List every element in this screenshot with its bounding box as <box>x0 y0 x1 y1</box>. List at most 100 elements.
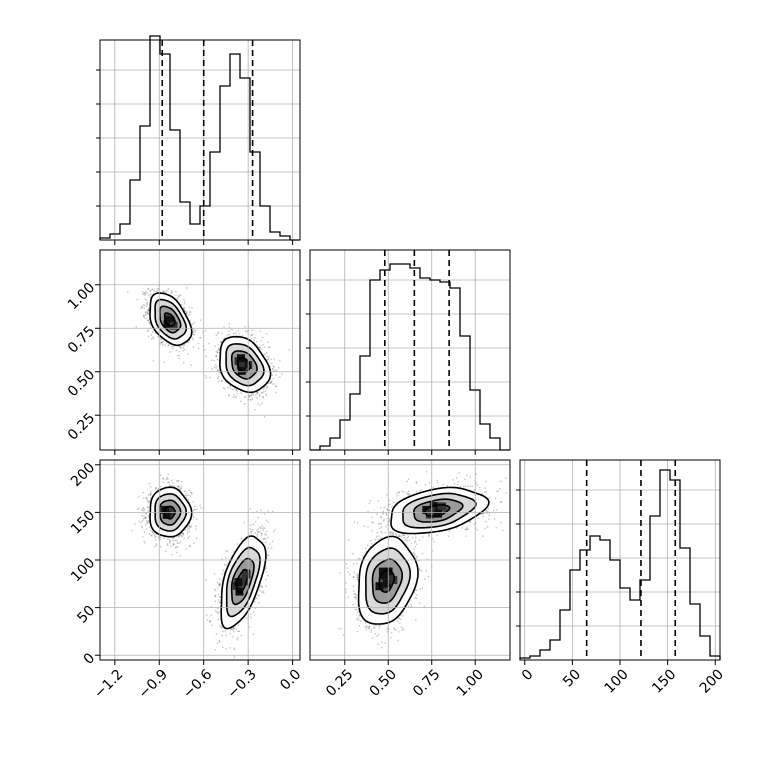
hist-z-xtick-label: 100 <box>602 666 632 696</box>
xy-scatter-point <box>204 349 206 351</box>
xy-scatter-point <box>191 323 194 325</box>
xy-contour-line <box>225 343 265 387</box>
xy-scatter-point <box>160 337 162 340</box>
xy-scatter-point <box>233 394 235 396</box>
xz-scatter-point <box>173 536 175 539</box>
xy-scatter-point <box>167 344 170 346</box>
xz-scatter-point <box>148 514 150 517</box>
xz-scatter-point <box>219 596 221 598</box>
xy-scatter-point <box>153 290 155 292</box>
xz-scatter-point <box>180 487 183 489</box>
xy-scatter-point <box>175 294 177 297</box>
xz-scatter-point <box>147 494 150 496</box>
xy-scatter-point <box>265 333 268 335</box>
xy-scatter-point <box>205 330 207 332</box>
xy-scatter-point <box>256 396 258 399</box>
xy-density-cell <box>236 361 245 370</box>
xz-scatter-point <box>143 508 146 511</box>
xy-scatter-point <box>156 287 159 290</box>
xy-scatter-point <box>216 358 219 361</box>
xz-scatter-point <box>165 550 167 553</box>
xy-scatter-point <box>147 309 150 311</box>
xy-scatter-point <box>235 332 237 334</box>
xy-scatter-point <box>150 338 153 340</box>
xy-scatter-point <box>144 314 147 316</box>
xy-scatter-point <box>279 376 281 378</box>
xz-scatter-point <box>219 601 222 604</box>
xy-scatter-point <box>194 331 196 333</box>
xz-scatter-point <box>229 632 232 635</box>
xy-contour-line <box>219 335 272 394</box>
xz-scatter-point <box>159 535 161 537</box>
xy-scatter-point <box>147 313 150 316</box>
xy-scatter-point <box>274 391 277 394</box>
xy-scatter-point <box>147 308 150 311</box>
xz-scatter-point <box>187 494 190 496</box>
xz-scatter-point <box>131 529 133 532</box>
xy-frame <box>99 249 301 451</box>
xy-scatter-point <box>250 394 253 396</box>
xy-scatter-point <box>263 416 266 418</box>
xy-scatter-point <box>193 321 195 324</box>
xz-scatter-point <box>236 543 239 545</box>
xy-scatter-point <box>200 336 202 339</box>
xy-scatter-point <box>142 315 145 317</box>
xy-scatter-point <box>267 358 269 361</box>
xy-scatter-point <box>182 346 185 349</box>
xy-scatter-point <box>152 331 154 333</box>
xy-scatter-point <box>145 290 147 293</box>
xy-scatter-point <box>266 387 268 389</box>
xy-scatter-point <box>261 402 263 405</box>
xy-scatter-point <box>252 333 254 336</box>
xy-scatter-point <box>216 369 219 371</box>
xy-scatter-point <box>265 393 267 395</box>
xy-scatter-point <box>251 398 254 400</box>
xy-scatter-point <box>232 396 235 398</box>
xy-scatter-point <box>269 365 271 368</box>
xy-scatter-point <box>184 310 186 313</box>
xz-scatter-point <box>157 489 159 491</box>
xz-scatter-point <box>232 636 234 638</box>
xz-scatter-point <box>181 532 183 534</box>
xy-scatter-point <box>281 373 283 375</box>
xz-scatter-point <box>165 478 168 481</box>
xy-scatter-point <box>275 369 278 372</box>
xy-scatter-point <box>216 351 218 354</box>
xy-scatter-point <box>215 355 217 357</box>
xz-scatter-point <box>179 534 181 536</box>
hist-x-panel <box>96 35 301 245</box>
xy-scatter-point <box>256 391 259 394</box>
xz-scatter-point <box>178 480 180 482</box>
xz-scatter-point <box>178 542 180 544</box>
xz-scatter-point <box>150 498 152 500</box>
xz-scatter-point <box>224 630 226 633</box>
xz-scatter-point <box>149 500 151 502</box>
xz-scatter-point <box>180 534 182 537</box>
xz-scatter-point <box>163 537 165 540</box>
xy-scatter-point <box>277 367 280 369</box>
xz-scatter-point <box>180 485 183 487</box>
xz-scatter-point <box>154 545 156 548</box>
xz-scatter-point <box>155 487 157 489</box>
xy-ytick-label: 1.00 <box>65 280 98 313</box>
xy-scatter-point <box>160 341 162 344</box>
xy-scatter-point <box>223 337 226 340</box>
xz-scatter-point <box>145 516 147 518</box>
xz-scatter-point <box>221 558 223 561</box>
xz-scatter-point <box>265 541 267 543</box>
xy-scatter-point <box>237 330 239 333</box>
xy-scatter-point <box>182 344 184 347</box>
xy-scatter-point <box>216 351 219 353</box>
xz-scatter-point <box>175 547 177 549</box>
xz-scatter-point <box>146 499 148 501</box>
xy-scatter-point <box>218 348 221 351</box>
xz-scatter-point <box>147 520 149 522</box>
xy-scatter-point <box>266 359 268 361</box>
xz-scatter-point <box>154 536 156 539</box>
hist-z-histogram-step <box>519 469 721 660</box>
xy-scatter-point <box>142 304 145 307</box>
xz-scatter-point <box>147 500 149 502</box>
xy-scatter-point <box>146 303 148 305</box>
xy-scatter-point <box>271 380 273 382</box>
xy-scatter-point <box>187 353 190 356</box>
